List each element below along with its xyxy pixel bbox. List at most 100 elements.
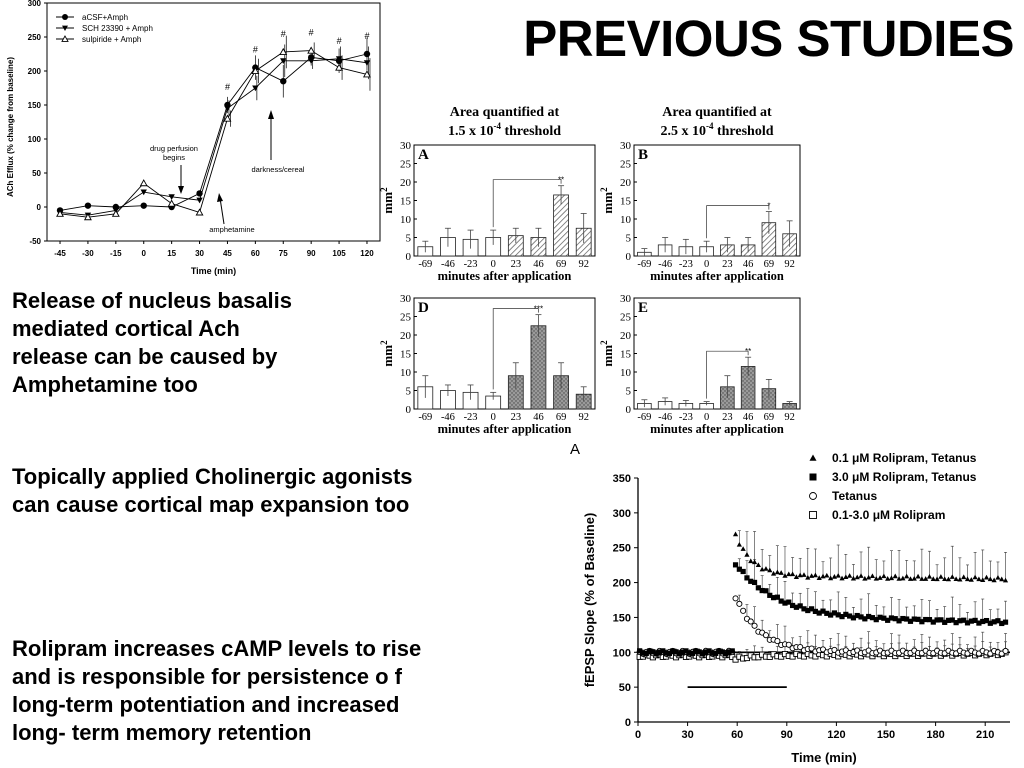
legend-label: 0.1-3.0 μM Rolipram [832, 508, 945, 522]
data-point [926, 617, 933, 623]
x-tick-label: 69 [764, 259, 775, 270]
data-point [847, 613, 853, 619]
legend: aCSF+Amph SCH 23390 + Amph sulpiride + Amp… [56, 13, 153, 44]
x-tick-label: 15 [167, 249, 176, 258]
arrowhead-darkness-cereal [268, 110, 274, 119]
y-tick-label: 20 [620, 330, 632, 342]
y-tick-label: 15 [620, 196, 632, 208]
data-point [892, 616, 898, 622]
legend-label: SCH 23390 + Amph [82, 24, 153, 33]
significance-bracket [706, 205, 770, 239]
data-point [949, 574, 955, 579]
x-tick-label: 0 [142, 249, 147, 258]
x-tick-label: 60 [731, 729, 743, 741]
x-axis-label: Time (min) [791, 750, 857, 765]
data-point [699, 650, 706, 656]
data-point [999, 576, 1005, 582]
header-part: 1.5 x 10 [448, 124, 494, 139]
ach-efflux-chart: -50 0 50 100 150 200 250 300 -45 -30 -15 0 15 30 45 60 7… [6, 0, 381, 276]
data-point [839, 613, 845, 620]
data-point [949, 617, 955, 623]
data-point [307, 46, 316, 54]
data-point [812, 572, 819, 578]
y-tick-label: 25 [620, 312, 632, 324]
arrowhead-drug-perfusion [178, 186, 184, 194]
data-point [740, 568, 746, 575]
y-tick-label: 15 [400, 196, 412, 208]
data-point [223, 114, 232, 122]
y-axis-label: ACh Efflux (% change from baseline) [6, 57, 15, 197]
data-point [693, 649, 699, 655]
data-point [873, 575, 879, 581]
data-point [196, 197, 203, 204]
series-line [59, 58, 368, 216]
data-point [670, 649, 676, 655]
x-tick-label: 105 [332, 249, 346, 258]
data-point [972, 617, 978, 624]
data-point [789, 571, 796, 577]
x-tick-label: 46 [743, 412, 754, 423]
data-point [900, 575, 906, 581]
y-label-base: mm [600, 192, 615, 214]
data-point [653, 650, 659, 656]
x-tick-label: 92 [578, 412, 589, 423]
paragraph-line: Rolipram increases cAMP levels to rise [12, 636, 422, 661]
data-point [797, 603, 803, 609]
data-point [980, 618, 986, 625]
data-point [953, 576, 959, 582]
data-point [964, 576, 971, 582]
legend-marker [809, 492, 817, 500]
data-point [820, 608, 826, 614]
data-point [850, 615, 857, 621]
y-axis-label: mm2 [379, 187, 395, 214]
data-point [167, 199, 176, 207]
significance-marker: # [309, 28, 314, 38]
data-point [896, 576, 902, 581]
data-point [252, 85, 259, 92]
significance-marker: # [364, 31, 369, 41]
y-tick-label: 5 [406, 386, 412, 398]
x-axis-label: minutes after application [438, 269, 572, 283]
paragraph-line: long- term memory retention [12, 720, 312, 745]
data-point [866, 613, 872, 620]
y-tick-label: 150 [613, 612, 631, 624]
x-tick-label: -45 [54, 249, 66, 258]
data-point [869, 615, 876, 621]
x-tick-label: 23 [722, 412, 733, 423]
data-point [816, 575, 822, 580]
x-tick-label: 69 [556, 412, 567, 423]
data-point [999, 620, 1005, 627]
paragraph-line: mediated cortical Ach [12, 316, 240, 341]
x-tick-label: 92 [578, 259, 589, 270]
legend-label-part: M Rolipram, Tetanus [859, 451, 976, 465]
data-point [640, 649, 646, 654]
data-point [850, 575, 857, 581]
data-point [854, 612, 860, 619]
y-tick-label: 10 [620, 367, 632, 379]
y-tick-label: 150 [28, 101, 42, 110]
y-tick-label: 30 [400, 140, 412, 152]
data-point [919, 576, 925, 581]
significance-bracket [706, 350, 749, 399]
data-point [972, 574, 978, 580]
data-point [843, 574, 849, 579]
data-point [805, 574, 811, 580]
arrow-amphetamine [219, 197, 225, 225]
data-point [363, 70, 371, 78]
data-point [983, 617, 990, 624]
y-tick-label: 20 [400, 177, 412, 189]
header-exponent: -4 [706, 121, 714, 131]
y-tick-label: 100 [28, 135, 42, 144]
data-point [785, 641, 792, 648]
legend-label-part: μ [873, 508, 880, 522]
data-point [923, 616, 929, 623]
y-tick-label: 30 [620, 293, 632, 305]
data-point [719, 648, 725, 653]
y-tick-label: 50 [619, 682, 631, 694]
bar [530, 325, 547, 410]
y-tick-label: 5 [626, 386, 632, 398]
data-point [801, 572, 807, 577]
x-tick-label: 46 [533, 412, 544, 423]
data-point [782, 573, 788, 578]
data-point [763, 566, 769, 571]
